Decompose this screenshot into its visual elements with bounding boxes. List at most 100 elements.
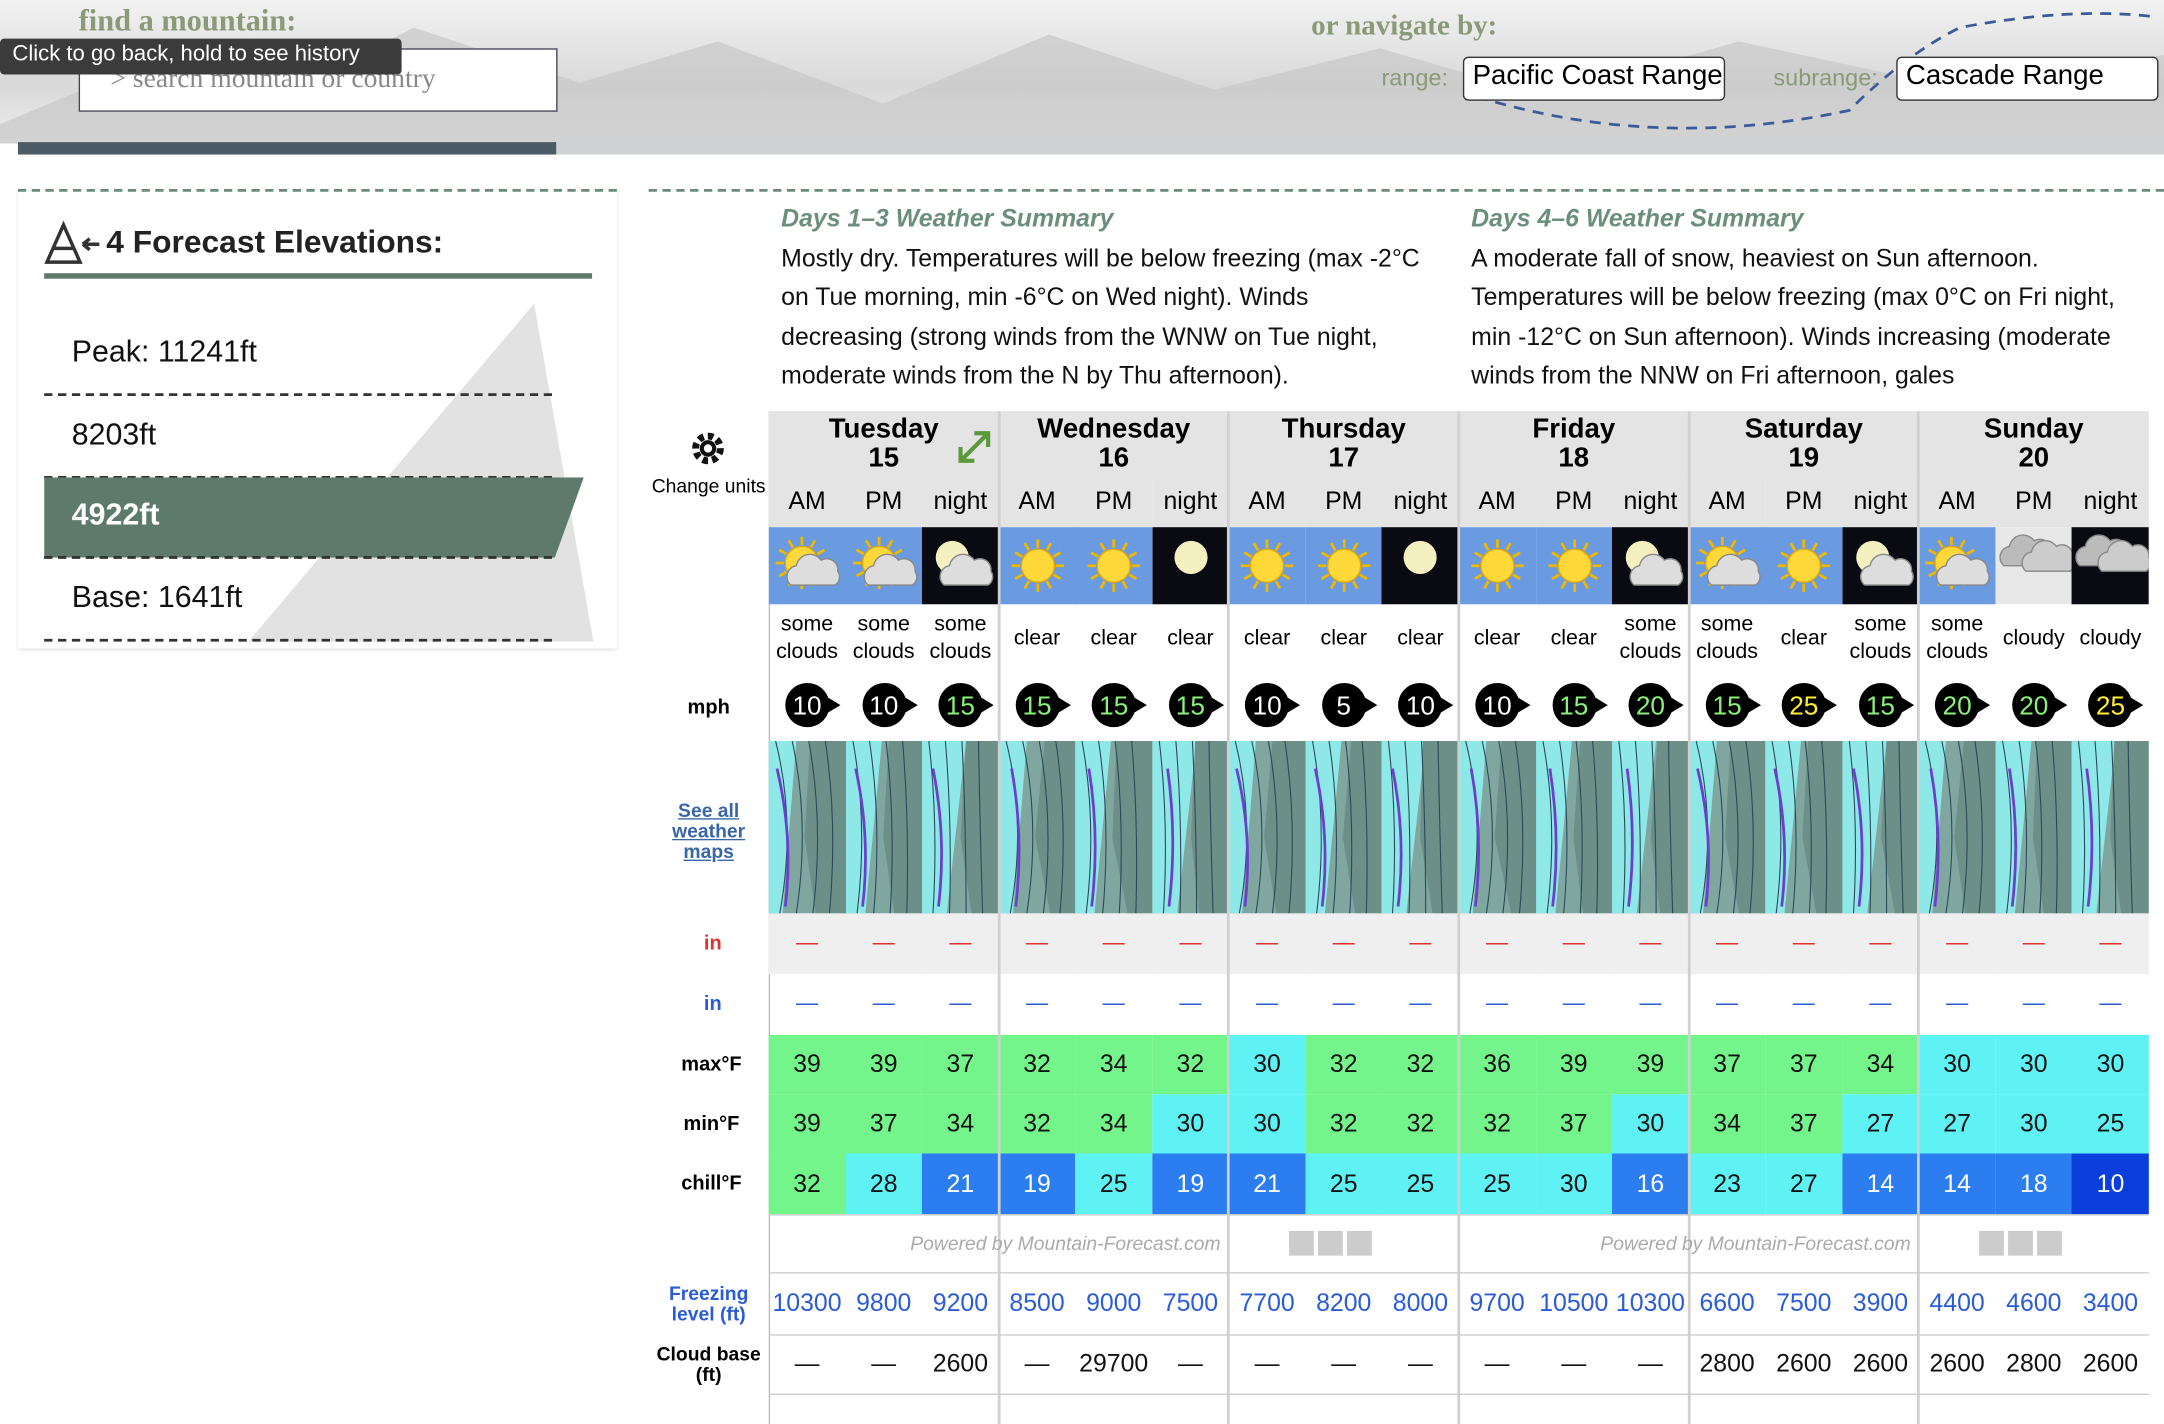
icon-shape	[884, 740, 893, 914]
weather-desc: clear	[1167, 626, 1214, 650]
weather-icon	[1228, 527, 1307, 605]
weather-icon	[845, 527, 923, 605]
cloud-base: 2600	[1852, 1349, 1909, 1378]
icon-shape	[1358, 573, 1368, 581]
wind-arrow-svg	[1015, 683, 1071, 728]
icon-shape	[1936, 553, 1991, 586]
period-label: night	[2072, 476, 2149, 528]
icon-shape	[1625, 768, 1634, 907]
icon-shape	[1020, 548, 1055, 583]
wind-arrow	[1842, 673, 1919, 741]
weather-desc: clear	[1780, 626, 1827, 650]
wind-arrow	[2072, 673, 2149, 741]
icon-shape	[1015, 683, 1060, 728]
chill-temp: 25	[1075, 1153, 1153, 1215]
icon-shape	[1282, 551, 1291, 558]
icon-shape	[1593, 696, 1608, 714]
icon-shape	[44, 477, 584, 558]
max-temp: 39	[768, 1034, 846, 1095]
icon-shape	[1881, 740, 1887, 914]
icon-shape	[1937, 539, 1945, 549]
icon-shape	[1398, 683, 1443, 728]
icon-shape	[1668, 740, 1674, 914]
freezing-level: 8500	[1009, 1288, 1065, 1317]
icon-shape	[1038, 740, 1049, 914]
icon-shape	[1251, 740, 1263, 914]
min-temp: 25	[2072, 1094, 2149, 1154]
elevation-option[interactable]: 8203ft	[71, 416, 157, 452]
wind-speed: 15	[945, 691, 975, 721]
find-label: find a mountain:	[78, 2, 297, 38]
min-temp: 37	[845, 1094, 923, 1154]
maps-link[interactable]: See all weather maps	[672, 798, 746, 862]
icon-shape	[2085, 768, 2094, 907]
wind-arrow-svg	[1245, 683, 1301, 728]
icon-shape	[1823, 696, 1838, 714]
icon-shape	[1054, 740, 1064, 914]
cloud-base: 2600	[1929, 1349, 1985, 1378]
icon-shape	[1121, 580, 1129, 590]
day-header: Saturday 19	[1688, 411, 1919, 477]
icon-shape	[1550, 551, 1560, 558]
weather-map	[1458, 740, 1537, 914]
weather-icon-svg	[1612, 527, 1690, 605]
weather-desc: clear	[1243, 626, 1291, 650]
icon-shape	[1773, 768, 1787, 907]
chill-temp: 25	[1458, 1153, 1536, 1215]
freezing-level: 3400	[2082, 1288, 2139, 1317]
subrange-select[interactable]: Cascade Range	[1896, 56, 2159, 101]
max-temp: 37	[922, 1034, 999, 1095]
icon-shape	[1505, 542, 1512, 551]
icon-shape	[1865, 740, 1872, 914]
elevation-divider	[44, 393, 553, 397]
weather-map-svg	[1152, 740, 1230, 914]
icon-shape	[1512, 573, 1521, 581]
elevation-option[interactable]: 4922ft	[71, 496, 160, 532]
icon-shape	[1591, 740, 1598, 914]
icon-shape	[1131, 740, 1138, 914]
chill-temp: 27	[1765, 1153, 1843, 1215]
min-temp: 30	[1228, 1094, 1306, 1154]
icon-shape	[1235, 768, 1250, 907]
range-select[interactable]: Pacific Coast Range	[1462, 56, 1726, 101]
icon-shape	[1133, 696, 1148, 714]
icon-shape	[851, 740, 862, 914]
icon-shape	[861, 683, 907, 728]
weather-map-svg	[1458, 740, 1537, 914]
freezing-level: 4400	[1929, 1288, 1985, 1317]
day-separator	[1227, 411, 1231, 1424]
weather-icon-svg	[1305, 527, 1383, 605]
elevation-option[interactable]: Base: 1641ft	[71, 579, 243, 615]
weather-icon-svg	[768, 527, 847, 605]
weather-map-svg	[1612, 740, 1690, 914]
icon-shape	[1556, 548, 1592, 583]
icon-shape	[1859, 553, 1914, 586]
weather-icon-svg	[1228, 527, 1307, 605]
icon-shape	[1098, 740, 1107, 914]
change-units[interactable]: Change units	[651, 473, 766, 497]
weather-icon-svg	[1075, 527, 1153, 605]
day-date: 17	[1328, 442, 1360, 473]
icon-shape	[1483, 542, 1490, 551]
wind-arrow-svg	[785, 683, 841, 728]
max-temp: 32	[1152, 1034, 1229, 1095]
rain-value: —	[949, 992, 972, 1016]
day-date: 19	[1788, 442, 1820, 473]
icon-shape	[1547, 768, 1557, 907]
weather-icon	[998, 527, 1077, 605]
powered-by: Powered by Mountain-Forecast.com	[910, 1232, 1221, 1255]
weather-map-svg	[1688, 740, 1767, 914]
weather-icon-svg	[2072, 527, 2152, 605]
day-date: 16	[1098, 442, 1130, 473]
icon-shape	[1918, 740, 1947, 914]
weather-map	[922, 740, 1000, 914]
min-temp: 32	[1458, 1094, 1536, 1154]
icon-shape	[939, 553, 994, 586]
icon-shape	[938, 683, 983, 728]
freezing-level: 9200	[932, 1288, 989, 1317]
icon-shape	[1475, 683, 1520, 728]
icon-shape	[2008, 1230, 2033, 1256]
elevation-option[interactable]: Peak: 11241ft	[71, 333, 257, 369]
snow-value: —	[1765, 913, 1843, 975]
chill-temp: 16	[1612, 1153, 1689, 1215]
